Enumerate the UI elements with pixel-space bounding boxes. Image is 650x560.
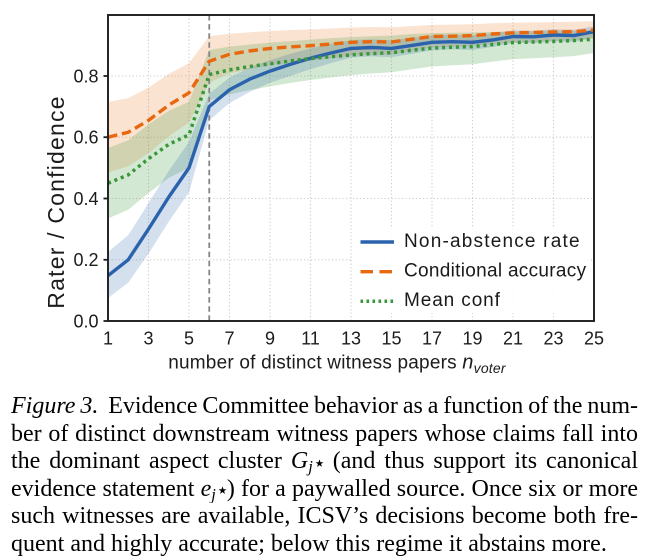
svg-text:number of distinct witness pap: number of distinct witness papers nvoter: [168, 352, 507, 377]
svg-text:0.2: 0.2: [73, 250, 98, 270]
svg-text:11: 11: [301, 329, 320, 349]
svg-text:3: 3: [143, 329, 153, 349]
svg-text:0.6: 0.6: [73, 128, 98, 148]
svg-text:9: 9: [265, 329, 275, 349]
svg-text:23: 23: [543, 329, 563, 349]
svg-text:5: 5: [184, 329, 194, 349]
svg-text:Non-abstence rate: Non-abstence rate: [404, 231, 581, 252]
svg-text:Mean conf: Mean conf: [404, 290, 501, 311]
svg-text:0.8: 0.8: [73, 66, 98, 86]
svg-text:13: 13: [341, 329, 361, 349]
svg-text:Rater / Confidence: Rater / Confidence: [43, 95, 69, 308]
svg-text:0.0: 0.0: [73, 311, 98, 331]
svg-text:21: 21: [503, 329, 523, 349]
svg-text:15: 15: [381, 329, 401, 349]
svg-text:17: 17: [422, 329, 442, 349]
svg-text:0.4: 0.4: [73, 189, 98, 209]
svg-text:19: 19: [462, 329, 482, 349]
svg-text:Conditional accuracy: Conditional accuracy: [404, 261, 587, 282]
svg-text:25: 25: [584, 329, 604, 349]
svg-text:1: 1: [103, 329, 113, 349]
svg-text:7: 7: [224, 329, 234, 349]
